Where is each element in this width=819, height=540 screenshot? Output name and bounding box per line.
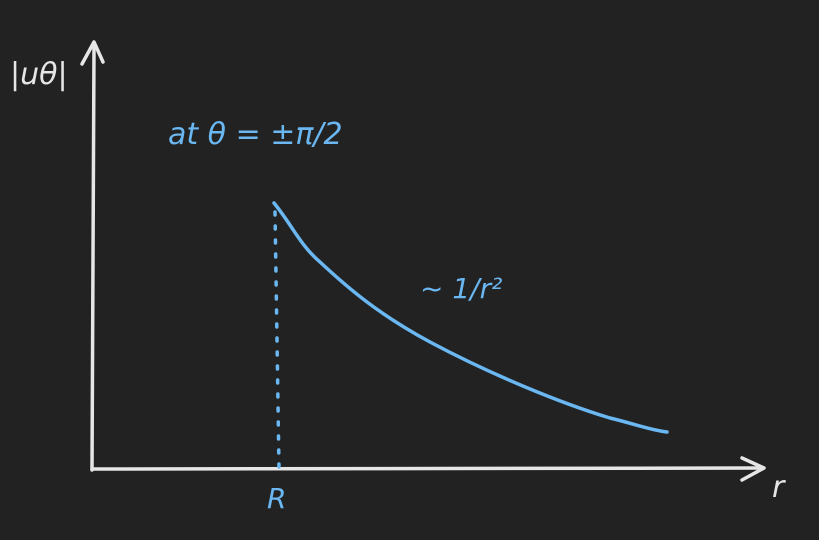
r-marker-label: R: [267, 482, 286, 515]
x-axis-label: r: [772, 470, 786, 505]
r-dotted-line: [273, 210, 281, 470]
y-axis-label: |uθ|: [10, 57, 68, 92]
x-axis: [90, 466, 764, 471]
y-axis: [90, 46, 96, 472]
axes: [80, 40, 766, 482]
y-axis-arrowhead: [80, 40, 105, 66]
curve-label: ~ 1/r²: [420, 272, 502, 305]
x-axis-arrowhead: [740, 456, 766, 482]
condition-label: at θ = ±π/2: [168, 117, 343, 152]
decay-curve: [272, 201, 669, 434]
